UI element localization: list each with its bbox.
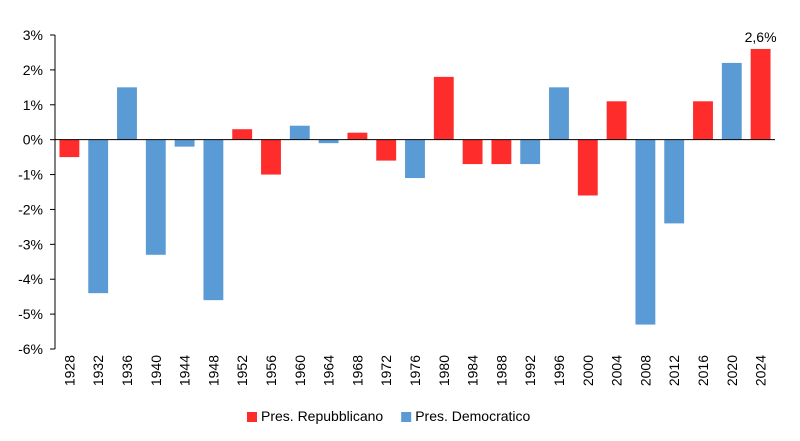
x-tick-label: 1960 bbox=[292, 355, 308, 386]
bar-1936 bbox=[117, 87, 137, 140]
bar-2008 bbox=[635, 139, 656, 325]
x-tick-label: 1980 bbox=[436, 355, 452, 386]
y-axis: -6% -5% -4% -3% -2% -1% 0% 1% 2% 3% bbox=[18, 27, 56, 357]
x-tick-label: 1956 bbox=[263, 355, 279, 386]
legend: Pres. Repubblicano Pres. Democratico bbox=[247, 408, 531, 424]
bar-1976 bbox=[405, 139, 425, 179]
bar-1932 bbox=[88, 139, 109, 294]
x-tick-label: 2024 bbox=[753, 355, 769, 386]
bar-1968 bbox=[347, 132, 368, 140]
x-tick-label: 1968 bbox=[349, 355, 365, 386]
bar-1996 bbox=[549, 87, 569, 140]
y-tick-label: -3% bbox=[18, 236, 43, 252]
bar-2000 bbox=[577, 139, 598, 196]
legend-label-D: Pres. Democratico bbox=[415, 408, 530, 424]
bar-2012 bbox=[664, 139, 685, 224]
bar-1972 bbox=[376, 139, 397, 161]
y-tick-label: -4% bbox=[18, 271, 43, 287]
x-tick-label: 2000 bbox=[580, 355, 596, 386]
bar-1944 bbox=[174, 139, 195, 147]
bar-1956 bbox=[261, 139, 281, 175]
x-tick-label: 2016 bbox=[695, 355, 711, 386]
bar-1980 bbox=[433, 76, 454, 140]
legend-swatch-D bbox=[401, 412, 412, 422]
x-tick-label: 1988 bbox=[493, 355, 509, 386]
y-tick-label: -2% bbox=[18, 201, 43, 217]
x-tick-label: 1944 bbox=[177, 355, 193, 386]
bar-1992 bbox=[520, 139, 541, 165]
x-tick-label: 1928 bbox=[61, 355, 77, 386]
bars bbox=[59, 48, 771, 325]
bar-1948 bbox=[203, 139, 224, 301]
bar-2004 bbox=[606, 101, 627, 140]
x-tick-label: 1948 bbox=[205, 355, 221, 386]
x-tick-label: 2020 bbox=[724, 355, 740, 386]
data-label-2024: 2,6% bbox=[745, 29, 777, 45]
bar-1952 bbox=[232, 129, 253, 140]
legend-swatch-R bbox=[247, 412, 257, 422]
x-tick-label: 2012 bbox=[666, 355, 682, 386]
bar-1960 bbox=[289, 125, 310, 140]
y-tick-label: 2% bbox=[23, 62, 43, 78]
x-tick-label: 1952 bbox=[234, 355, 250, 386]
x-tick-label: 1976 bbox=[407, 355, 423, 386]
x-tick-label: 1936 bbox=[119, 355, 135, 386]
y-tick-label: -5% bbox=[18, 306, 43, 322]
x-tick-label: 1940 bbox=[148, 355, 164, 386]
bar-1928 bbox=[59, 139, 80, 158]
x-tick-label: 1964 bbox=[321, 355, 337, 386]
y-tick-label: -6% bbox=[18, 341, 43, 357]
bar-1940 bbox=[145, 139, 166, 255]
bar-1984 bbox=[462, 139, 483, 165]
x-axis: 1928 1932 1936 1940 1944 1948 1952 1956 1960 1964… bbox=[55, 139, 775, 386]
y-tick-label: 1% bbox=[23, 97, 43, 113]
x-tick-label: 2008 bbox=[637, 355, 653, 386]
bar-2020 bbox=[721, 62, 742, 140]
x-tick-label: 1984 bbox=[465, 355, 481, 386]
annotations: 2,6% bbox=[745, 29, 777, 45]
x-tick-label: 1996 bbox=[551, 355, 567, 386]
y-tick-label: 3% bbox=[23, 27, 43, 43]
x-tick-label: 1972 bbox=[378, 355, 394, 386]
bar-1988 bbox=[491, 139, 512, 165]
y-tick-label: 0% bbox=[23, 132, 43, 148]
y-tick-label: -1% bbox=[18, 167, 43, 183]
bar-1964 bbox=[318, 139, 339, 144]
x-tick-label: 1992 bbox=[522, 355, 538, 386]
x-tick-label: 1932 bbox=[90, 355, 106, 386]
legend-label-R: Pres. Repubblicano bbox=[261, 408, 383, 424]
bar-2024 bbox=[750, 48, 771, 140]
bar-2016 bbox=[693, 101, 713, 140]
x-tick-label: 2004 bbox=[609, 355, 625, 386]
